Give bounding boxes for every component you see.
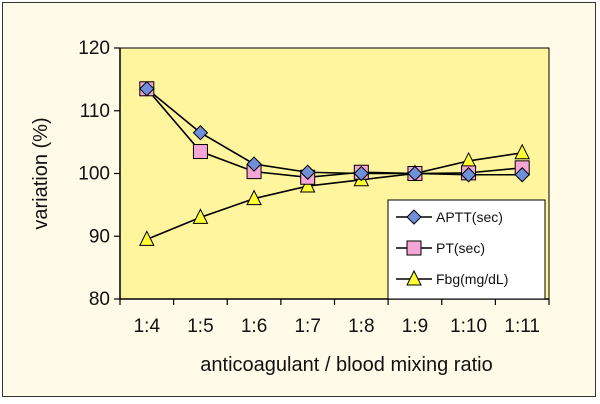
y-axis-title: variation (%) (30, 117, 52, 229)
x-tick-label: 1:5 (187, 316, 213, 337)
y-tick-label: 90 (89, 226, 110, 247)
x-tick-label: 1:9 (402, 316, 428, 337)
legend-label: Fbg(mg/dL) (436, 271, 508, 287)
point-ptsec (192, 144, 208, 160)
point-fbgmgdl (139, 230, 155, 246)
point-fbgmgdl (514, 143, 530, 160)
point-fbgmgdl (192, 208, 209, 224)
point-apttsec (514, 167, 530, 183)
point-apttsec (299, 164, 316, 180)
point-apttsec (246, 156, 262, 172)
legend-label: PT(sec) (436, 240, 485, 256)
series-line-ptsec (146, 88, 523, 179)
series-layer (139, 81, 530, 246)
x-tick-label: 1:11 (504, 316, 540, 337)
x-axis-title: anticoagulant / blood mixing ratio (200, 354, 492, 376)
legend: APTT(sec) PT(sec) Fbg(mg/dL) (387, 199, 546, 300)
y-tick-label: 120 (78, 38, 110, 59)
point-apttsec (139, 81, 155, 97)
point-apttsec (460, 167, 477, 183)
x-axis: 1:4 1:5 1:6 1:7 1:8 1:9 1:10 1:11 (119, 298, 550, 337)
x-tick-label: 1:8 (348, 316, 374, 337)
x-tick-label: 1:6 (241, 316, 267, 337)
x-tick-label: 1:10 (450, 316, 487, 337)
legend-label: APTT(sec) (436, 209, 503, 225)
line-chart: 80 90 100 110 120 1:4 1:5 1:6 1:7 1:8 1:9 1:10 1:11… (30, 38, 550, 376)
point-apttsec (192, 125, 209, 141)
y-tick-label: 80 (89, 289, 110, 310)
point-apttsec (407, 165, 423, 182)
x-tick-label: 1:4 (134, 316, 161, 337)
series-line-fbgmgdl (146, 152, 523, 241)
point-fbgmgdl (246, 189, 262, 206)
legend-marker-square (406, 240, 422, 256)
chart-frame: 80 90 100 110 120 1:4 1:5 1:6 1:7 1:8 1:9 1:10 1:11… (2, 2, 596, 397)
x-tick-label: 1:7 (294, 316, 320, 337)
y-tick-label: 100 (78, 164, 110, 185)
series-line-apttsec (146, 88, 523, 176)
point-apttsec (353, 165, 370, 182)
y-tick-label: 110 (80, 101, 110, 122)
legend-marker-triangle (406, 269, 422, 286)
legend-marker-diamond (406, 209, 422, 225)
y-axis: 80 90 100 110 120 (78, 38, 121, 310)
point-fbgmgdl (299, 176, 316, 193)
